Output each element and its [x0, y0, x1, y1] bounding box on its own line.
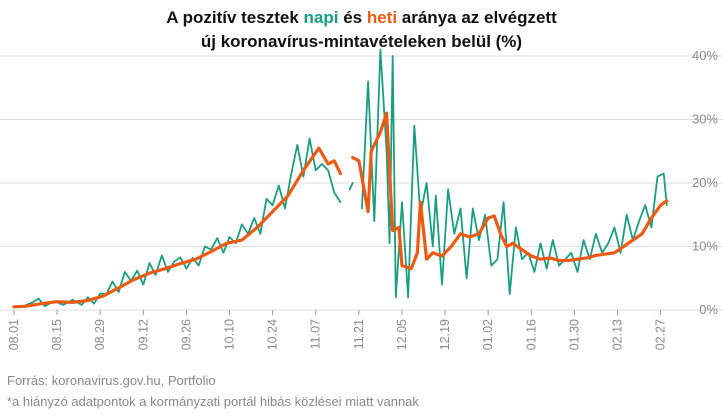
- y-tick-label: 40%: [692, 48, 718, 63]
- y-tick-label: 30%: [692, 112, 718, 127]
- title-prefix: A pozitív tesztek: [166, 8, 304, 27]
- x-tick-label: 02.13: [610, 319, 624, 350]
- x-tick-label: 08.15: [50, 319, 64, 350]
- x-tick-label: 12.19: [438, 319, 452, 350]
- x-tick-label: 01.02: [481, 319, 495, 350]
- title-heti: heti: [366, 8, 398, 27]
- x-axis-ticks: 08.01 08.15 08.29 09.12 09.26 10.10 10.24 11.07…: [7, 310, 668, 350]
- title-suffix: aránya az elvégzett: [397, 8, 557, 27]
- x-tick-label: 01.16: [524, 319, 538, 350]
- y-tick-label: 0%: [699, 302, 718, 317]
- x-tick-label: 08.29: [93, 319, 107, 350]
- x-tick-label: 11.21: [352, 319, 366, 349]
- series-line-napi: [13, 48, 668, 308]
- y-axis-ticks: 0% 10% 20% 30% 40%: [692, 48, 718, 317]
- series-group: [12, 48, 669, 309]
- x-tick-label: 08.01: [7, 319, 21, 350]
- footnote-text: *a hiányzó adatpontok a kormányzati port…: [7, 394, 419, 409]
- x-tick-label: 09.26: [179, 319, 193, 350]
- title-line-2: új koronavírus-mintavételeken belül (%): [200, 32, 523, 51]
- x-tick-label: 10.24: [266, 319, 280, 350]
- x-tick-label: 11.07: [309, 319, 323, 349]
- x-tick-label: 10.10: [223, 319, 237, 350]
- x-tick-label: 02.27: [654, 319, 668, 350]
- y-tick-label: 20%: [692, 175, 718, 190]
- x-tick-label: 01.30: [567, 319, 581, 350]
- x-tick-label: 09.12: [136, 319, 150, 350]
- title-middle: és: [338, 8, 367, 27]
- y-tick-label: 10%: [692, 239, 718, 254]
- chart-title: A pozitív tesztek napi és heti aránya az…: [0, 6, 723, 54]
- line-chart: 0% 10% 20% 30% 40% 08.01 08.15 08.29 09.12 09.26…: [0, 48, 723, 350]
- title-napi: napi: [303, 8, 339, 27]
- source-text: Forrás: koronavirus.gov.hu, Portfolio: [7, 373, 216, 388]
- series-line-heti: [12, 111, 669, 309]
- x-tick-label: 12.05: [395, 319, 409, 350]
- title-line-1: A pozitív tesztek napi és heti aránya az…: [0, 6, 723, 30]
